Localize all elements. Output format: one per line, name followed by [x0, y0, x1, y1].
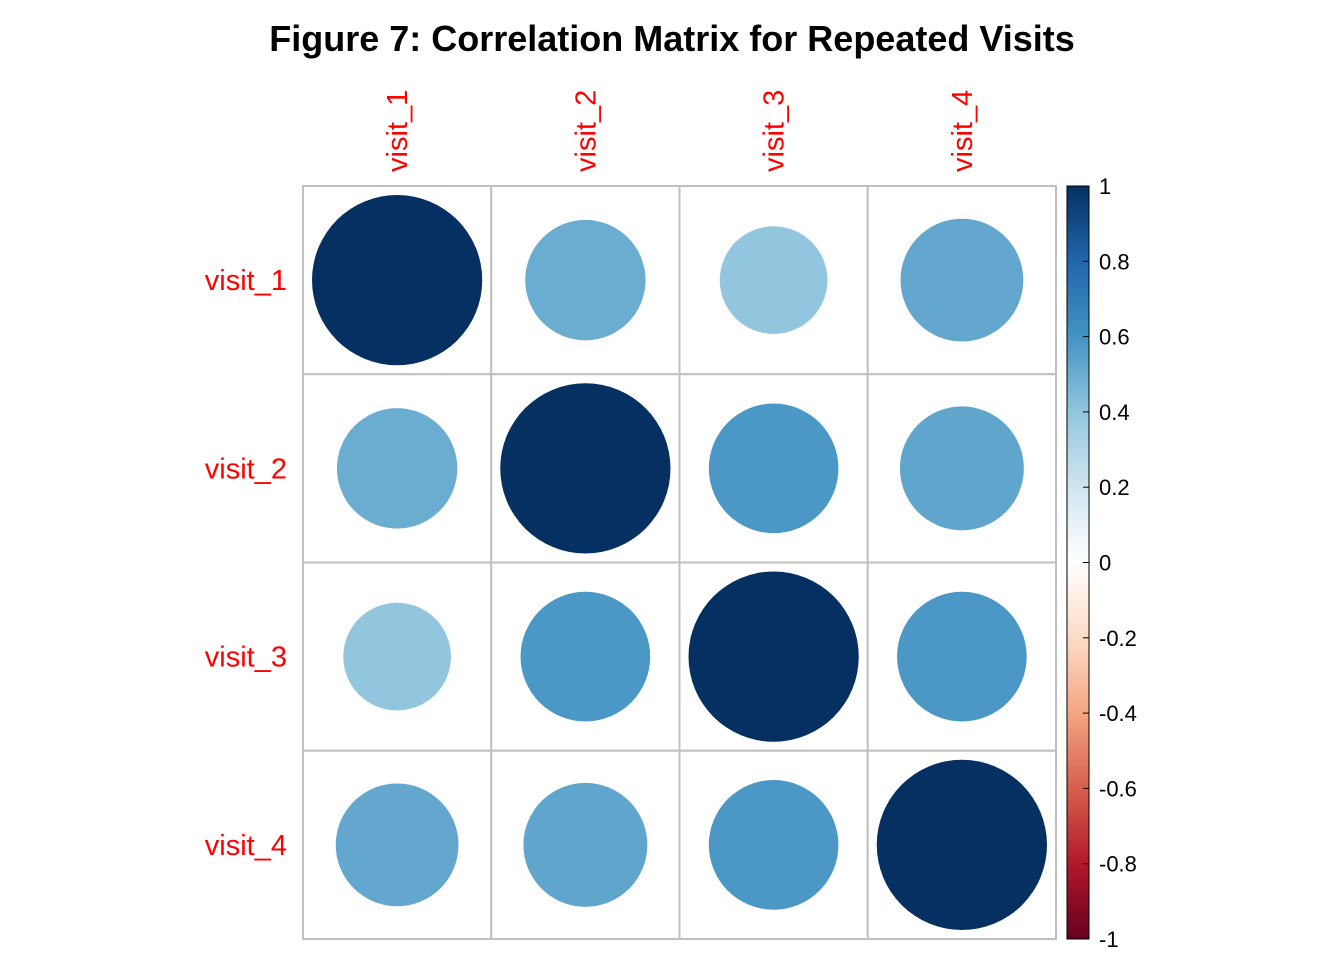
- correlation-circle-visit_1-visit_1: [312, 195, 483, 366]
- correlation-circle-visit_3-visit_4: [897, 591, 1027, 722]
- colorbar-tick-label: -0.4: [1099, 701, 1137, 726]
- chart-title: Figure 7: Correlation Matrix for Repeate…: [269, 18, 1075, 59]
- correlation-circle-visit_3-visit_2: [520, 591, 651, 722]
- colorbar-tick-label: -0.6: [1099, 776, 1137, 801]
- correlation-circle-visit_1-visit_4: [900, 218, 1024, 342]
- column-label-visit_3: visit_3: [759, 90, 791, 172]
- column-label-visit_2: visit_2: [570, 90, 602, 172]
- row-label-visit_4: visit_4: [205, 830, 287, 862]
- correlation-circles: [312, 195, 1047, 930]
- colorbar-tick-label: 0.8: [1099, 249, 1130, 274]
- correlation-circle-visit_4-visit_3: [708, 780, 839, 910]
- correlation-circle-visit_2-visit_4: [899, 406, 1024, 531]
- correlation-circle-visit_2-visit_1: [336, 408, 458, 529]
- row-label-visit_1: visit_1: [205, 265, 287, 297]
- column-labels: visit_1 visit_2 visit_3 visit_4: [382, 90, 979, 172]
- row-label-visit_2: visit_2: [205, 453, 287, 485]
- correlation-circle-visit_1-visit_3: [719, 226, 828, 334]
- correlation-circle-visit_4-visit_4: [876, 759, 1047, 930]
- colorbar-tick-label: 0: [1099, 551, 1111, 576]
- correlation-circle-visit_1-visit_2: [525, 219, 646, 341]
- correlation-circle-visit_3-visit_1: [343, 602, 451, 711]
- colorbar-tick-label: 0.2: [1099, 475, 1130, 500]
- row-labels: visit_1 visit_2 visit_3 visit_4: [205, 265, 287, 862]
- colorbar-tick-label: -0.2: [1099, 626, 1137, 651]
- correlation-circle-visit_2-visit_3: [708, 403, 839, 534]
- column-label-visit_1: visit_1: [382, 90, 414, 172]
- column-label-visit_4: visit_4: [947, 90, 979, 172]
- correlation-circle-visit_2-visit_2: [500, 383, 671, 554]
- colorbar: 1 0.8 0.6 0.4 0.2 0 -0.2 -0.4 -0.6 -0.8 -1: [1066, 174, 1137, 952]
- colorbar-tick-label: 0.4: [1099, 400, 1130, 425]
- colorbar-tick-label: -0.8: [1099, 852, 1137, 877]
- correlation-circle-visit_4-visit_1: [335, 783, 459, 907]
- correlation-circle-visit_3-visit_3: [688, 571, 859, 742]
- colorbar-tick-label: 0.6: [1099, 325, 1130, 350]
- correlation-circle-visit_4-visit_2: [523, 782, 648, 907]
- row-label-visit_3: visit_3: [205, 642, 287, 674]
- colorbar-tick-label: 1: [1099, 174, 1111, 199]
- colorbar-tick-label: -1: [1099, 927, 1119, 952]
